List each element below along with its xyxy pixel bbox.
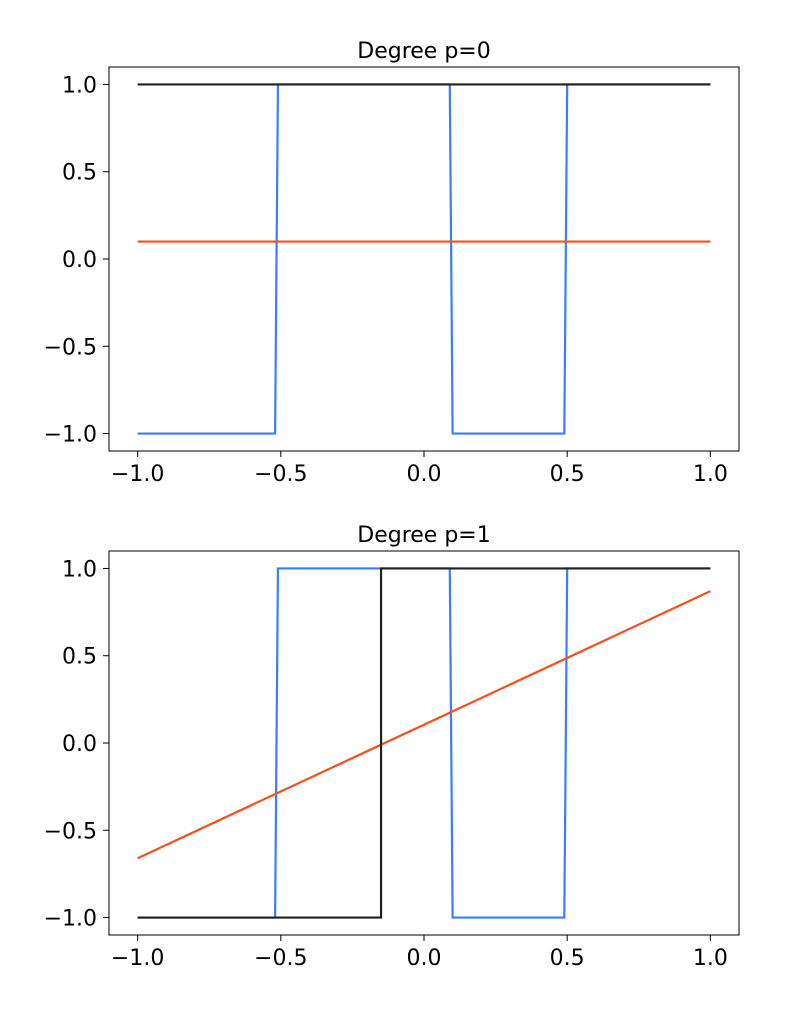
series-line-0 [137,567,711,919]
x-tick-label: −0.5 [254,462,307,487]
chart-panel-1: Degree p=1 −1.0 −0.5 0.0 0.5 1.0 1.0 0.5 0.0 −0.5… [44,523,740,971]
series-line-1 [137,590,711,860]
x-tick-label: −1.0 [111,946,164,971]
y-tick-label: −1.0 [44,423,97,448]
y-tick-label: −1.0 [44,907,97,932]
series-line-0 [137,83,711,435]
y-tick-label: 0.0 [62,732,97,757]
y-tick-label: −0.5 [44,335,97,360]
x-tick-label: 0.0 [407,946,442,971]
y-tick-label: 1.0 [62,557,97,582]
x-tick-label: 0.5 [550,946,585,971]
y-tick-label: 0.0 [62,248,97,273]
series-line-2 [137,567,711,919]
y-tick-label: −0.5 [44,819,97,844]
y-tick-label: 0.5 [62,645,97,670]
x-tick-label: 0.5 [550,462,585,487]
x-tick-label: 0.0 [407,462,442,487]
y-tick-label: 1.0 [62,73,97,98]
axes-frame [108,550,740,936]
x-tick-label: 1.0 [693,462,728,487]
chart-title: Degree p=0 [357,39,490,64]
x-tick-label: 1.0 [693,946,728,971]
chart-title: Degree p=1 [357,523,490,548]
y-tick-label: 0.5 [62,161,97,186]
x-tick-label: −1.0 [111,462,164,487]
x-tick-label: −0.5 [254,946,307,971]
chart-panel-0: Degree p=0 −1.0 −0.5 0.0 0.5 1.0 1.0 0.5 0.0 −0.5… [44,39,740,487]
axes-frame [108,66,740,452]
